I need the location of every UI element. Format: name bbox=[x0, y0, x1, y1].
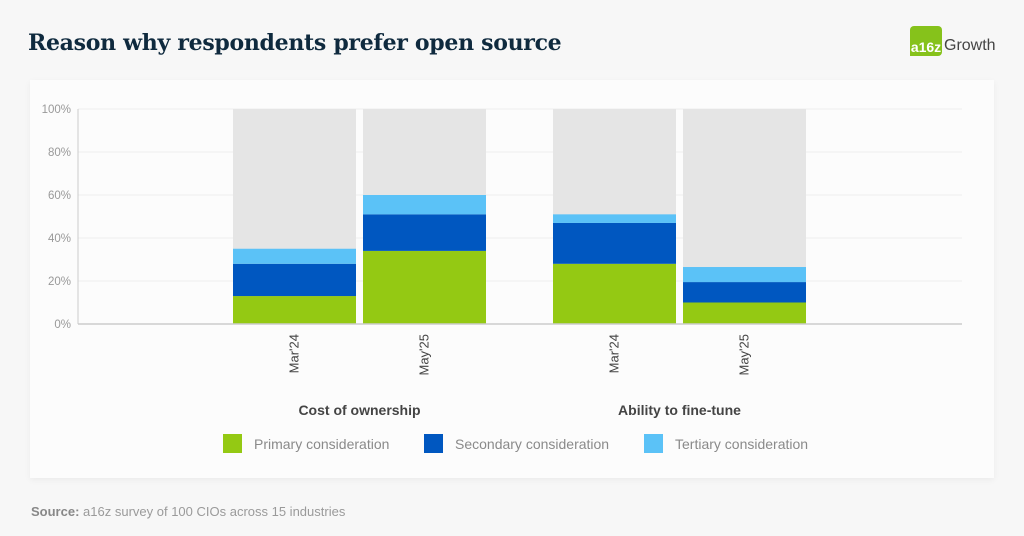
legend-label: Primary consideration bbox=[254, 436, 389, 452]
legend-swatch bbox=[424, 434, 443, 453]
x-tick-label: May'25 bbox=[417, 334, 432, 376]
bar-segment-tertiary bbox=[683, 267, 806, 283]
chart-title: Reason why respondents prefer open sourc… bbox=[28, 30, 562, 56]
source-note: Source: a16z survey of 100 CIOs across 1… bbox=[31, 504, 345, 519]
bar-segment-primary bbox=[363, 250, 486, 324]
bar-segment-primary bbox=[683, 302, 806, 324]
source-label: Source: bbox=[31, 504, 80, 519]
y-tick-label: 100% bbox=[42, 104, 71, 116]
stacked-bar-chart: 0% 20% 40% 60% 80% 100% Mar'24 May'25 Mar'24 May'… bbox=[42, 104, 962, 453]
y-tick-label: 0% bbox=[54, 319, 71, 331]
x-tick-label: Mar'24 bbox=[607, 334, 622, 373]
bar-segment-primary bbox=[553, 263, 676, 324]
source-text: a16z survey of 100 CIOs across 15 indust… bbox=[83, 504, 346, 519]
bar-segment-secondary bbox=[553, 222, 676, 264]
x-tick-label: May'25 bbox=[737, 334, 752, 376]
bar-segment-tertiary bbox=[363, 195, 486, 215]
y-tick-label: 40% bbox=[48, 233, 71, 245]
group-label: Ability to fine-tune bbox=[618, 402, 741, 418]
y-tick-label: 80% bbox=[48, 147, 71, 159]
legend-label: Secondary consideration bbox=[455, 436, 609, 452]
legend-swatch bbox=[223, 434, 242, 453]
bar-segment-secondary bbox=[363, 214, 486, 251]
logo-text: Growth bbox=[944, 37, 996, 54]
bar-segment-tertiary bbox=[233, 248, 356, 264]
y-tick-label: 20% bbox=[48, 276, 71, 288]
a16z-logo-mark: a16z bbox=[910, 26, 942, 56]
legend-label: Tertiary consideration bbox=[675, 436, 808, 452]
x-tick-label: Mar'24 bbox=[287, 334, 302, 373]
chart-card: 0% 20% 40% 60% 80% 100% Mar'24 May'25 Mar'24 May'… bbox=[30, 80, 994, 478]
group-label: Cost of ownership bbox=[298, 402, 420, 418]
bar-segment-tertiary bbox=[553, 214, 676, 223]
bar-segment-secondary bbox=[233, 263, 356, 297]
bar-segment-secondary bbox=[683, 282, 806, 303]
a16z-growth-logo: a16z Growth bbox=[910, 26, 996, 56]
bar-segment-primary bbox=[233, 296, 356, 324]
y-tick-label: 60% bbox=[48, 190, 71, 202]
legend-swatch bbox=[644, 434, 663, 453]
